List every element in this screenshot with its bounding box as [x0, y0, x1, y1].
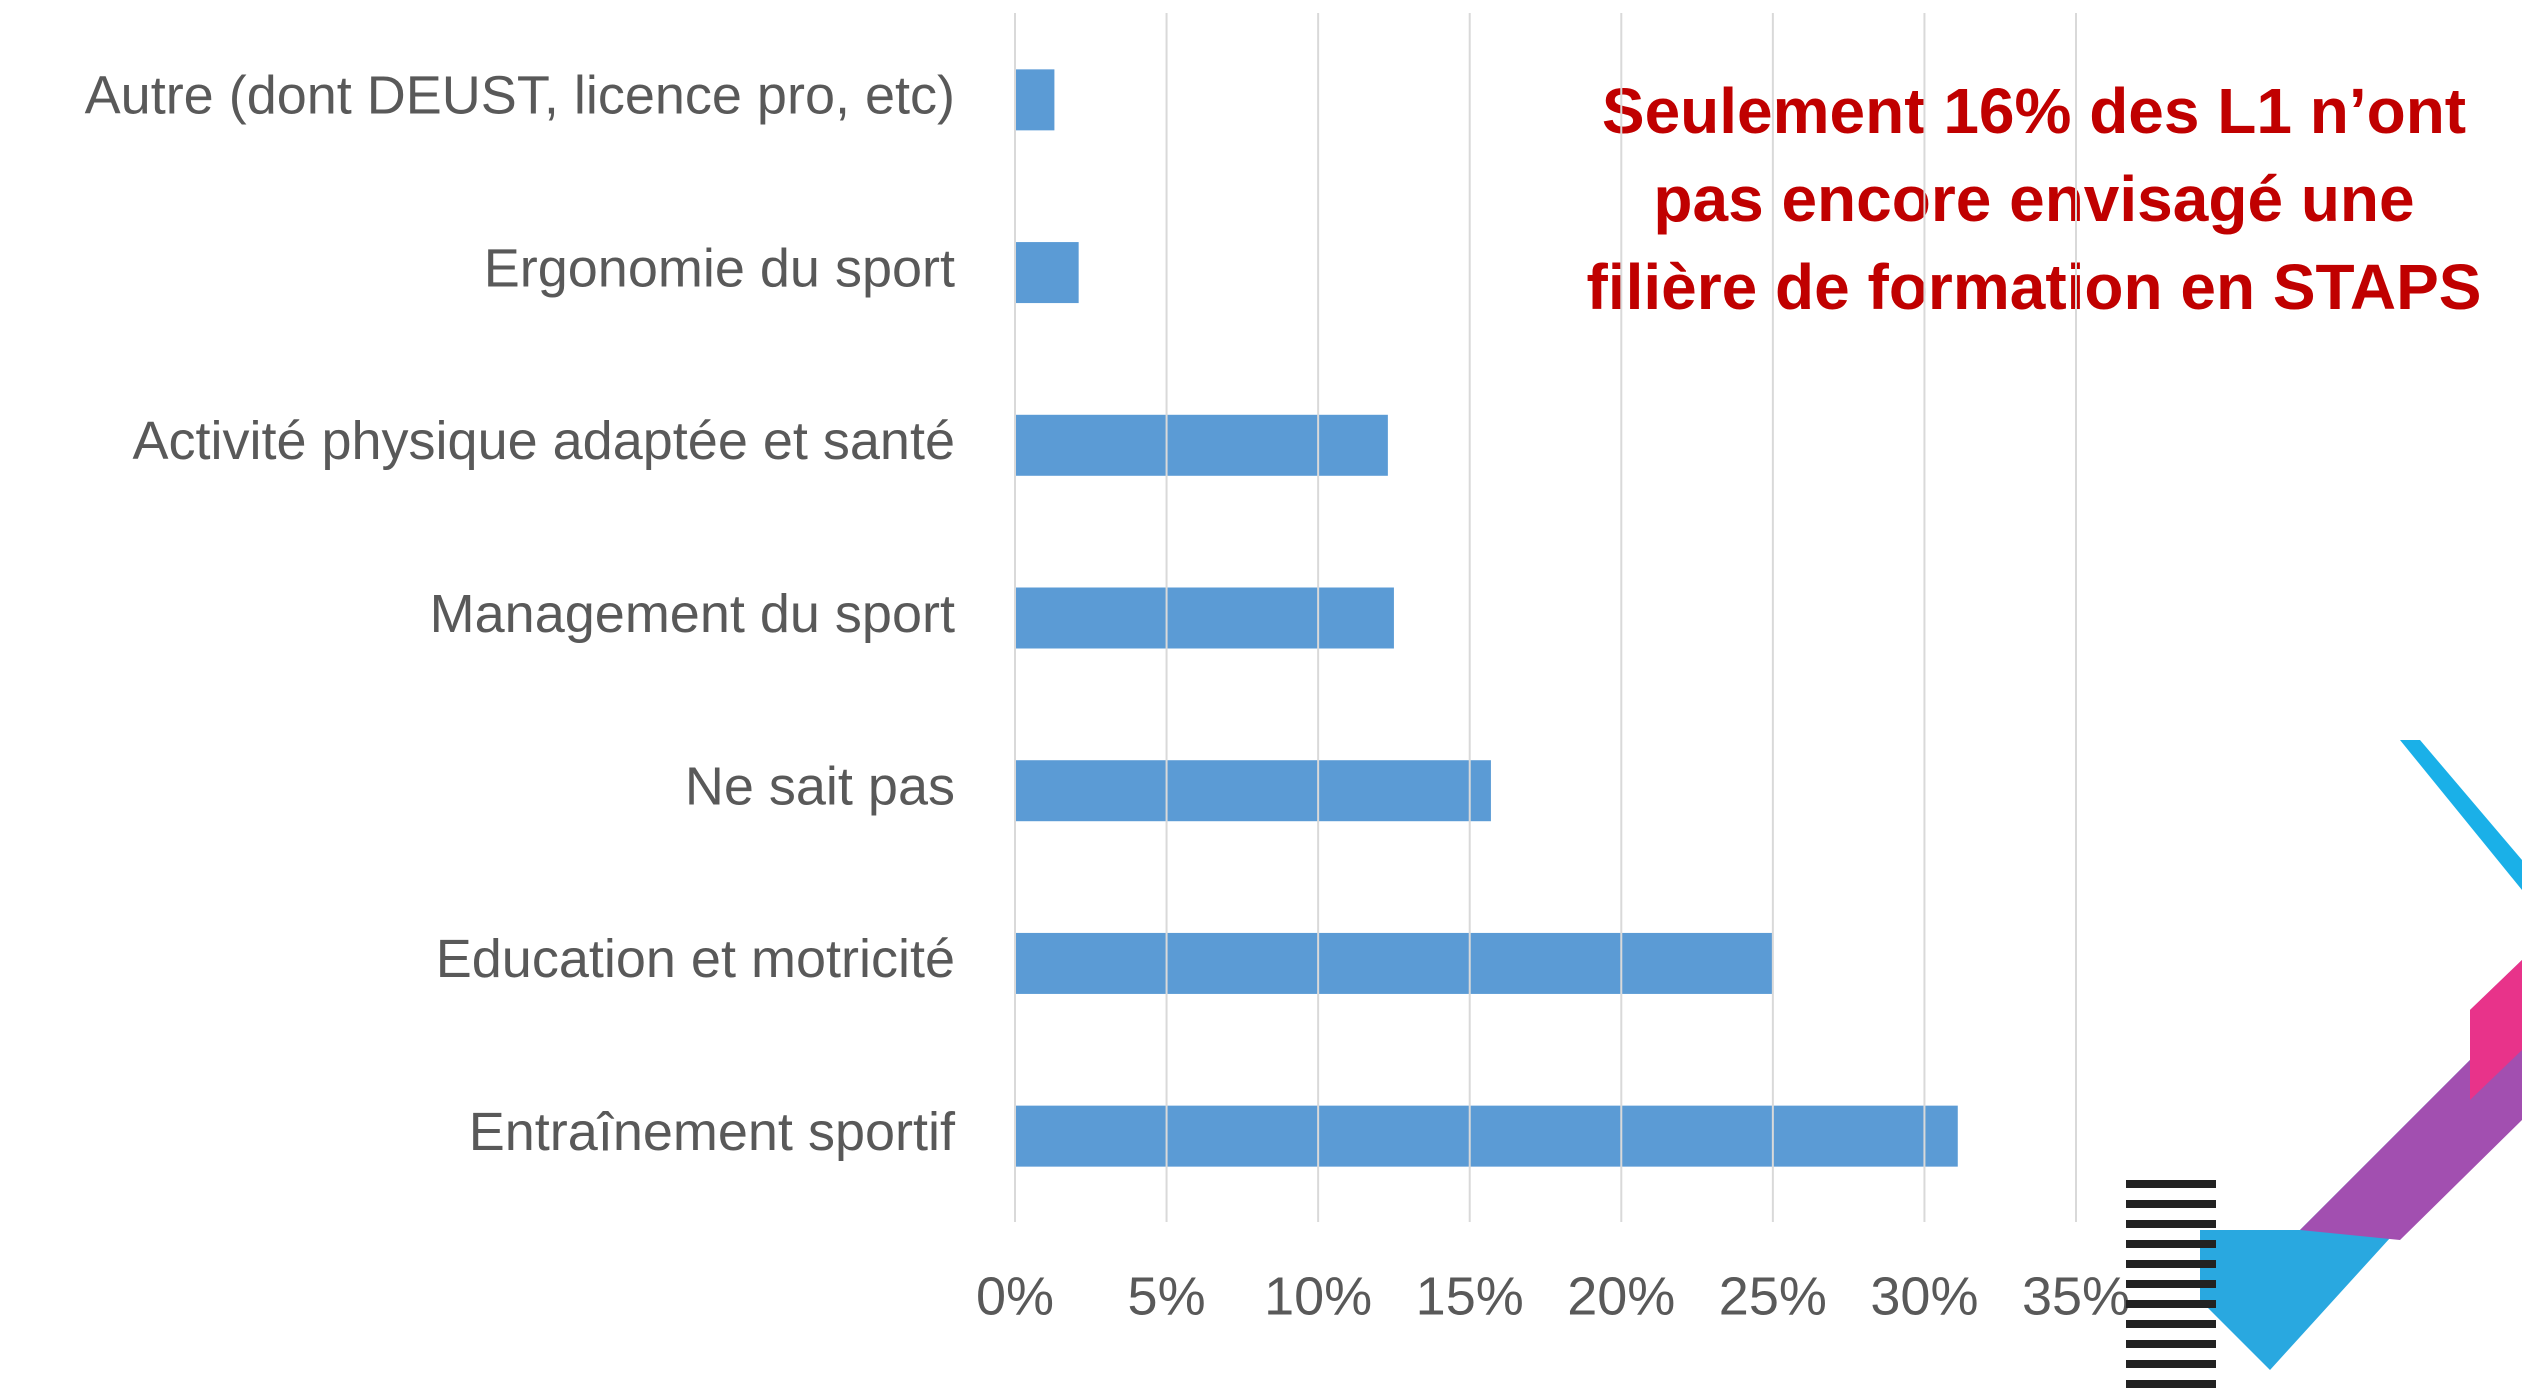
chart: filière de formation en STAPS pas encore … [0, 0, 2522, 1394]
bar [1015, 933, 1773, 994]
bar [1015, 588, 1394, 649]
y-tick-label: Management du sport [430, 584, 955, 644]
bar [1015, 1106, 1958, 1167]
bar [1015, 242, 1079, 303]
x-tick-label: 10% [1264, 1266, 1372, 1326]
y-tick-label: Education et motricité [436, 929, 955, 989]
x-tick-label: 30% [1870, 1266, 1978, 1326]
y-tick-label: Activité physique adaptée et santé [132, 411, 955, 471]
x-tick-label: 25% [1719, 1266, 1827, 1326]
annotation: filière de formation en STAPS [1587, 251, 2482, 323]
y-tick-label: Ergonomie du sport [484, 238, 955, 298]
bar [1015, 415, 1388, 476]
bar [1015, 69, 1054, 130]
annotation: Seulement 16% des L1 n’ont [1602, 75, 2466, 147]
x-tick-label: 0% [976, 1266, 1054, 1326]
decor-stripe [2400, 740, 2522, 890]
y-tick-label: Entraînement sportif [469, 1102, 956, 1162]
y-tick-label: Ne sait pas [685, 756, 955, 816]
bar [1015, 760, 1491, 821]
x-tick-label: 35% [2022, 1266, 2130, 1326]
decoration [2126, 740, 2522, 1388]
x-tick-label: 5% [1128, 1266, 1206, 1326]
y-tick-label: Autre (dont DEUST, licence pro, etc) [85, 66, 955, 126]
x-tick-label: 20% [1567, 1266, 1675, 1326]
x-tick-label: 15% [1416, 1266, 1524, 1326]
annotation: pas encore envisagé une [1653, 163, 2414, 235]
decor-hatch [2126, 1180, 2216, 1388]
